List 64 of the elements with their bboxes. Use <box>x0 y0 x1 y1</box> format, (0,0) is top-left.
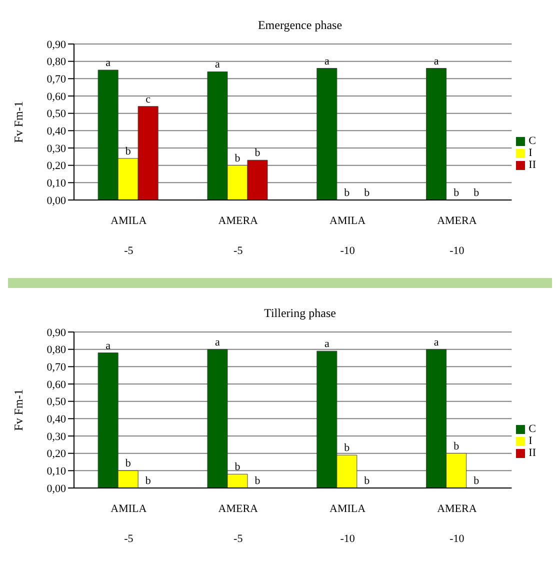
data-label: a <box>434 336 439 348</box>
data-label: b <box>234 461 241 474</box>
y-tick-label: 0,40 <box>46 414 66 426</box>
data-label: b <box>474 186 480 199</box>
data-label: b <box>234 152 241 164</box>
legend-label: II <box>528 447 536 459</box>
data-label: c <box>146 93 151 106</box>
category-label: AMERA -5 <box>218 503 258 545</box>
y-tick-label: 0,90 <box>46 38 66 51</box>
category-label: AMERA -10 <box>437 215 477 257</box>
y-tick-label: 0,30 <box>46 430 66 443</box>
data-label: b <box>454 186 460 199</box>
y-tick-label: 0,60 <box>46 378 66 391</box>
data-label: a <box>434 55 439 68</box>
y-tick-label: 0,60 <box>46 90 66 103</box>
category-label: AMERA -5 <box>218 215 258 257</box>
data-label: b <box>254 147 261 160</box>
data-label: b <box>125 145 132 158</box>
data-label: b <box>364 474 370 487</box>
category-label: AMERA -10 <box>437 503 477 545</box>
category-label: AMILA -10 <box>330 503 366 545</box>
data-label: b <box>125 458 132 470</box>
y-tick-label: 0,70 <box>46 74 66 86</box>
y-tick-label: 0,10 <box>46 466 66 478</box>
y-tick-label: 0,70 <box>46 362 66 374</box>
y-tick-label: 0,80 <box>46 344 66 356</box>
chart-title: Emergence phase <box>256 17 344 34</box>
y-tick-label: 0,90 <box>46 326 66 339</box>
data-label: a <box>215 58 220 71</box>
data-label: a <box>106 340 111 352</box>
chart-title: Tillering phase <box>263 305 337 322</box>
data-label: b <box>254 474 261 487</box>
y-tick-label: 0,40 <box>46 126 66 138</box>
y-tick-label: 0,30 <box>46 142 66 155</box>
y-tick-label: 0,10 <box>46 178 66 190</box>
data-label: b <box>364 186 370 199</box>
legend-label: I <box>528 147 532 159</box>
data-label: b <box>454 440 460 452</box>
y-tick-label: 0,00 <box>46 482 66 495</box>
y-tick-label: 0,20 <box>46 160 66 172</box>
legend-label: I <box>528 435 532 447</box>
y-axis-title: Fv Fm-1 <box>11 101 26 143</box>
category-label: AMILA -10 <box>330 215 366 257</box>
y-tick-label: 0,00 <box>46 194 66 207</box>
category-label: AMILA -5 <box>110 215 147 257</box>
data-label: a <box>324 338 330 350</box>
data-label: b <box>344 186 350 199</box>
data-label: a <box>215 336 220 348</box>
data-label: a <box>106 57 111 69</box>
legend-label: C <box>528 423 536 435</box>
y-axis-title: Fv Fm-1 <box>11 389 26 431</box>
legend-label: C <box>528 135 536 147</box>
category-label: AMILA -5 <box>110 503 147 545</box>
y-tick-label: 0,50 <box>46 396 66 408</box>
bar <box>316 68 338 200</box>
y-tick-label: 0,50 <box>46 108 66 120</box>
data-label: a <box>324 55 330 68</box>
legend-label: II <box>528 159 536 171</box>
y-tick-label: 0,80 <box>46 56 66 68</box>
data-label: b <box>344 442 350 454</box>
bar <box>426 68 447 200</box>
y-tick-label: 0,20 <box>46 448 66 460</box>
data-label: b <box>474 474 480 487</box>
data-label: b <box>145 474 152 487</box>
